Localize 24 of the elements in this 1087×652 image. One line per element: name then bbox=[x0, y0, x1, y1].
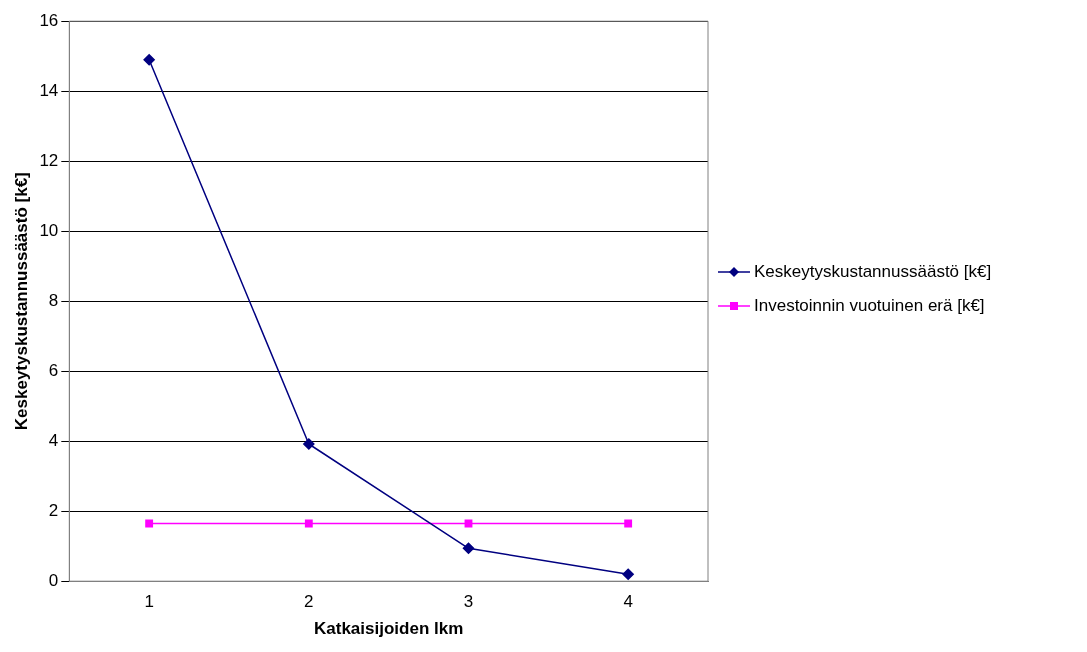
point bbox=[462, 542, 475, 555]
point bbox=[143, 53, 155, 66]
y-tick-label: 10 bbox=[39, 220, 59, 240]
y-axis-title: Keskeytyskustannussäästö [k€] bbox=[11, 172, 31, 431]
y-tick-label: 16 bbox=[39, 10, 59, 30]
point bbox=[624, 519, 633, 528]
y-tick-label: 8 bbox=[48, 290, 59, 310]
legend-label: Investoinnin vuotuinen erä [k€] bbox=[754, 296, 985, 316]
point bbox=[304, 519, 313, 528]
point bbox=[303, 438, 315, 450]
x-tick-label: 4 bbox=[623, 592, 633, 612]
y-tick-label: 4 bbox=[48, 430, 59, 450]
x-axis-title: Katkaisijoiden lkm bbox=[314, 619, 464, 639]
y-tick-label: 2 bbox=[48, 500, 59, 520]
x-tick-label: 1 bbox=[144, 592, 154, 612]
point bbox=[145, 519, 154, 528]
x-tick-label: 2 bbox=[304, 592, 314, 612]
y-tick-label: 14 bbox=[39, 80, 59, 100]
y-tick-label: 12 bbox=[39, 150, 59, 170]
legend-label: Keskeytyskustannussäästö [k€] bbox=[754, 262, 992, 282]
y-tick-label: 6 bbox=[48, 360, 59, 380]
x-tick-label: 3 bbox=[463, 592, 474, 612]
point bbox=[622, 568, 634, 580]
y-tick-label: 0 bbox=[48, 570, 59, 590]
